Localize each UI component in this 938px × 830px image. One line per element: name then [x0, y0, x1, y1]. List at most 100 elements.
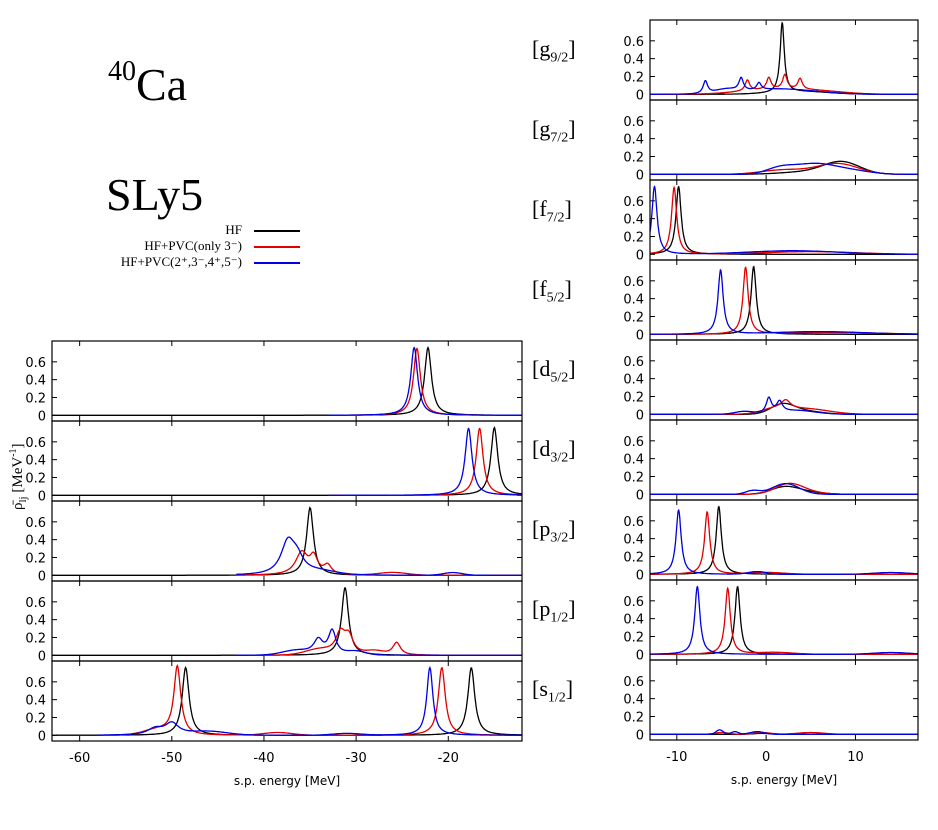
y-tick-label: 0	[38, 649, 46, 664]
y-tick-label: 0.4	[25, 694, 46, 709]
series-line-pvc-all	[328, 427, 522, 496]
series-line-pvc-all	[650, 729, 918, 735]
series-line-pvc-3	[650, 482, 918, 495]
series-line-pvc-3	[650, 73, 918, 95]
panel-frame	[649, 339, 919, 421]
y-tick-label: 0.6	[623, 435, 644, 450]
series-line-pvc-3	[236, 549, 522, 576]
panel-label-g9-2: [g9/2]	[532, 36, 576, 66]
right-panel-9: 0 0.2 0.4 0.6 -10 0 10	[623, 659, 919, 765]
panel-label-d5-2: [d5/2]	[532, 356, 576, 386]
panel-frame	[649, 99, 919, 181]
series-line-pvc-3	[236, 627, 522, 656]
right-panel-1: 0 0.2 0.4 0.6	[623, 19, 919, 103]
right-panel-2: 0 0.2 0.4 0.6	[623, 99, 919, 183]
series-line-pvc-all	[650, 482, 918, 495]
x-tick-label: -30	[346, 751, 367, 766]
series-line-pvc-all	[650, 508, 918, 575]
y-tick-label: 0	[636, 248, 644, 263]
y-tick-label: 0.4	[623, 133, 644, 148]
right-chart-group: 0 0.2 0.4 0.6 0 0.2 0.4 0.6 0 0.2 0.4 0.6 0 0.2 0.4 0.6…	[623, 19, 919, 787]
y-tick-label: 0.6	[623, 515, 644, 530]
legend: HF HF+PVC(only 3⁻) HF+PVC(2⁺,3⁻,4⁺,5⁻)	[60, 222, 300, 270]
y-tick-label: 0.4	[25, 454, 46, 469]
y-tick-label: 0.6	[25, 516, 46, 531]
right-panel-3: 0 0.2 0.4 0.6	[623, 179, 919, 263]
y-tick-label: 0.2	[623, 550, 644, 565]
y-tick-label: 0.2	[623, 150, 644, 165]
y-tick-label: 0.4	[25, 534, 46, 549]
panel-label-s1-2: [s1/2]	[532, 676, 574, 706]
right-panel-7: 0 0.2 0.4 0.6	[623, 499, 919, 583]
y-tick-label: 0.2	[25, 551, 46, 566]
x-tick-label: 10	[847, 750, 864, 765]
y-tick-label: 0.2	[623, 70, 644, 85]
panel-frame	[649, 419, 919, 501]
panel-frame	[51, 580, 523, 662]
y-tick-label: 0.4	[623, 373, 644, 388]
y-tick-label: 0.6	[623, 115, 644, 130]
series-line-hf	[52, 587, 522, 656]
nucleus-label: 40Ca	[108, 56, 188, 110]
y-tick-label: 0.6	[623, 355, 644, 370]
series-line-pvc-all	[650, 162, 918, 175]
panel-frame	[649, 499, 919, 581]
y-tick-label: 0	[636, 488, 644, 503]
left-panel-1: 0 0.2 0.4 0.6	[25, 340, 523, 424]
series-line-pvc-all	[650, 76, 918, 95]
series-line-hf	[650, 402, 918, 415]
y-tick-label: 0.4	[623, 693, 644, 708]
series-line-pvc-all	[650, 585, 918, 655]
x-tick-label: -20	[438, 751, 459, 766]
series-line-hf	[52, 425, 522, 496]
y-tick-label: 0.4	[623, 213, 644, 228]
y-tick-label: 0.4	[623, 533, 644, 548]
y-tick-label: 0	[636, 328, 644, 343]
series-line-hf	[52, 506, 522, 576]
y-tick-label: 0.4	[25, 614, 46, 629]
y-tick-label: 0.6	[623, 675, 644, 690]
panel-frame	[51, 340, 523, 422]
y-tick-label: 0	[636, 168, 644, 183]
series-line-pvc-all	[236, 536, 522, 576]
y-tick-label: 0	[38, 409, 46, 424]
series-line-pvc-all	[650, 185, 918, 255]
y-tick-label: 0.6	[25, 676, 46, 691]
series-line-hf	[650, 485, 918, 495]
series-line-pvc-all	[650, 268, 918, 335]
series-line-pvc-all	[650, 396, 918, 415]
panel-frame	[649, 659, 919, 741]
y-axis-label: ρ̄lj [MeV-1]	[8, 443, 29, 510]
y-tick-label: 0.2	[623, 630, 644, 645]
y-tick-label: 0.2	[623, 230, 644, 245]
x-tick-label: -10	[666, 750, 687, 765]
y-tick-label: 0.4	[623, 293, 644, 308]
y-tick-label: 0	[636, 568, 644, 583]
legend-entry-hf: HF	[60, 222, 300, 238]
y-tick-label: 0.6	[623, 195, 644, 210]
y-tick-label: 0	[636, 728, 644, 743]
y-tick-label: 0.4	[623, 53, 644, 68]
y-tick-label: 0.2	[25, 631, 46, 646]
series-line-hf	[650, 505, 918, 575]
legend-swatch-pvc-all	[254, 262, 300, 264]
panel-frame	[51, 420, 523, 502]
left-panel-3: 0 0.2 0.4 0.6	[25, 500, 523, 584]
y-tick-label: 0	[636, 408, 644, 423]
series-line-pvc-3	[650, 586, 918, 655]
y-tick-label: 0.6	[25, 436, 46, 451]
legend-swatch-pvc-3	[254, 246, 300, 248]
series-line-pvc-3	[650, 185, 918, 255]
legend-label-pvc-all: HF+PVC(2⁺,3⁻,4⁺,5⁻)	[120, 254, 242, 269]
y-tick-label: 0.2	[623, 390, 644, 405]
panel-label-f7-2: [f7/2]	[532, 196, 572, 226]
y-tick-label: 0.4	[623, 613, 644, 628]
panel-label-g7-2: [g7/2]	[532, 116, 576, 146]
y-tick-label: 0.6	[623, 275, 644, 290]
left-panel-4: 0 0.2 0.4 0.6	[25, 580, 523, 664]
right-panel-6: 0 0.2 0.4 0.6	[623, 419, 919, 503]
y-tick-label: 0.2	[623, 710, 644, 725]
y-tick-label: 0	[636, 88, 644, 103]
right-panel-8: 0 0.2 0.4 0.6	[623, 579, 919, 663]
x-axis-label: s.p. energy [MeV]	[234, 774, 340, 788]
